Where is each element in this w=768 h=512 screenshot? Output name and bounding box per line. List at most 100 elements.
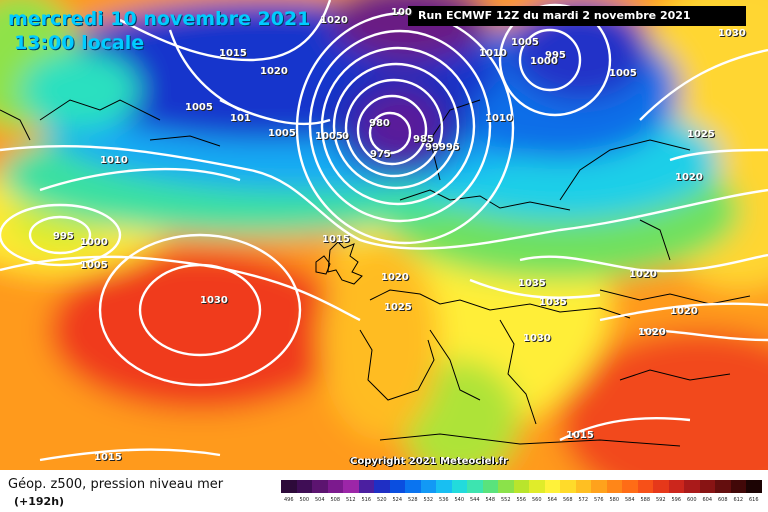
isobar-label: 1020 bbox=[381, 272, 409, 283]
color-scale-cell bbox=[622, 480, 638, 493]
isobar-label: 100 bbox=[391, 7, 412, 18]
color-scale-tick: 568 bbox=[562, 497, 573, 503]
isobar-label: 1005 bbox=[511, 37, 539, 48]
isobar-label: 1020 bbox=[638, 327, 666, 338]
isobar-label: 0 bbox=[342, 131, 349, 142]
isobar-label: 1010 bbox=[479, 48, 507, 59]
color-scale-tick: 532 bbox=[423, 497, 434, 503]
isobar-label: 1000 bbox=[80, 237, 108, 248]
isobar-label: 1030 bbox=[200, 295, 228, 306]
isobar-label: 101 bbox=[230, 113, 251, 124]
isobar-label: 1010 bbox=[485, 113, 513, 124]
isobar-label: 1020 bbox=[670, 306, 698, 317]
color-scale-tick: 604 bbox=[702, 497, 713, 503]
color-scale-tick: 512 bbox=[345, 497, 356, 503]
copyright: Copyright 2021 Meteociel.fr bbox=[350, 456, 508, 467]
color-scale-cell bbox=[575, 480, 591, 493]
color-scale-bar bbox=[281, 480, 762, 493]
color-scale-tick: 500 bbox=[299, 497, 310, 503]
color-scale-cell bbox=[715, 480, 731, 493]
color-scale-cell bbox=[498, 480, 514, 493]
color-scale-tick: 548 bbox=[485, 497, 496, 503]
color-scale-cell bbox=[482, 480, 498, 493]
color-scale-cell bbox=[653, 480, 669, 493]
color-scale-cell bbox=[730, 480, 746, 493]
isobar-label: 1005 bbox=[185, 102, 213, 113]
color-scale-cell bbox=[389, 480, 405, 493]
isobar-label: 1010 bbox=[100, 155, 128, 166]
isobar-label: 1015 bbox=[94, 452, 122, 463]
color-scale-cell bbox=[591, 480, 607, 493]
color-scale-cell bbox=[343, 480, 359, 493]
color-scale-tick: 520 bbox=[376, 497, 387, 503]
color-scale-tick: 576 bbox=[593, 497, 604, 503]
forecast-time: 13:00 locale bbox=[14, 32, 145, 54]
color-scale-tick: 564 bbox=[547, 497, 558, 503]
color-scale-tick: 560 bbox=[531, 497, 542, 503]
isobar-label: 1035 bbox=[539, 297, 567, 308]
isobar-label: 1015 bbox=[219, 48, 247, 59]
color-scale-cell bbox=[746, 480, 762, 493]
color-scale-cell bbox=[637, 480, 653, 493]
color-scale-cell bbox=[684, 480, 700, 493]
isobar-label: 1005 bbox=[268, 128, 296, 139]
color-scale-tick: 504 bbox=[314, 497, 325, 503]
forecast-date: mercredi 10 novembre 2021 bbox=[8, 8, 311, 30]
isobar-label: 1020 bbox=[675, 172, 703, 183]
color-scale-tick: 556 bbox=[516, 497, 527, 503]
color-scale-tick: 580 bbox=[609, 497, 620, 503]
isobar-label: 1035 bbox=[518, 278, 546, 289]
color-scale-cell bbox=[436, 480, 452, 493]
color-scale-tick: 616 bbox=[748, 497, 759, 503]
isobar-label: 995 bbox=[53, 231, 74, 242]
color-scale-tick: 508 bbox=[330, 497, 341, 503]
isobar-label: 1005 bbox=[315, 131, 343, 142]
z500-color-field bbox=[0, 0, 768, 470]
color-scale-cell bbox=[358, 480, 374, 493]
color-scale-cell bbox=[312, 480, 328, 493]
color-scale-tick: 584 bbox=[624, 497, 635, 503]
color-scale-tick: 552 bbox=[500, 497, 511, 503]
color-scale-ticks: 496 500 504 508 512 516 520 524 528 532 536 540 544 5… bbox=[281, 497, 762, 503]
coastlines bbox=[0, 99, 751, 447]
color-scale-tick: 540 bbox=[454, 497, 465, 503]
color-scale-cell bbox=[296, 480, 312, 493]
color-scale-tick: 524 bbox=[392, 497, 403, 503]
color-scale-cell bbox=[668, 480, 684, 493]
field-description: Géop. z500, pression niveau mer bbox=[8, 477, 224, 492]
color-scale-cell bbox=[467, 480, 483, 493]
color-scale-tick: 516 bbox=[361, 497, 372, 503]
color-scale-cell bbox=[699, 480, 715, 493]
isobar-label: 1025 bbox=[384, 302, 412, 313]
color-scale-cell bbox=[513, 480, 529, 493]
color-scale-tick: 592 bbox=[655, 497, 666, 503]
color-scale-tick: 612 bbox=[733, 497, 744, 503]
isobar-label: 1020 bbox=[629, 269, 657, 280]
isobar-label: 985 bbox=[413, 134, 434, 145]
color-scale-tick: 528 bbox=[407, 497, 418, 503]
isobar-label: 99995 bbox=[425, 142, 460, 153]
color-scale-tick: 536 bbox=[438, 497, 449, 503]
color-scale-tick: 572 bbox=[578, 497, 589, 503]
color-scale-tick: 608 bbox=[717, 497, 728, 503]
isobar-label: 1015 bbox=[322, 234, 350, 245]
isobars bbox=[0, 0, 768, 460]
color-scale-tick: 596 bbox=[671, 497, 682, 503]
color-scale-tick: 544 bbox=[469, 497, 480, 503]
isobar-label: 1005 bbox=[609, 68, 637, 79]
color-scale-cell bbox=[420, 480, 436, 493]
color-scale-cell bbox=[529, 480, 545, 493]
legend-footer: Géop. z500, pression niveau mer (+192h) … bbox=[0, 470, 768, 512]
weather-map: mercredi 10 novembre 2021 13:00 locale R… bbox=[0, 0, 768, 470]
model-run-info: Run ECMWF 12Z du mardi 2 novembre 2021 bbox=[408, 6, 746, 26]
isobar-label: 1020 bbox=[320, 15, 348, 26]
color-scale-cell bbox=[560, 480, 576, 493]
isobar-label: 995 bbox=[545, 50, 566, 61]
color-scale-cell bbox=[451, 480, 467, 493]
geopotential-map-canvas bbox=[0, 0, 768, 470]
isobar-label: 1025 bbox=[687, 129, 715, 140]
color-scale-tick: 496 bbox=[283, 497, 294, 503]
color-scale-cell bbox=[405, 480, 421, 493]
isobar-label: 1030 bbox=[523, 333, 551, 344]
isobar-label: 1005 bbox=[80, 260, 108, 271]
